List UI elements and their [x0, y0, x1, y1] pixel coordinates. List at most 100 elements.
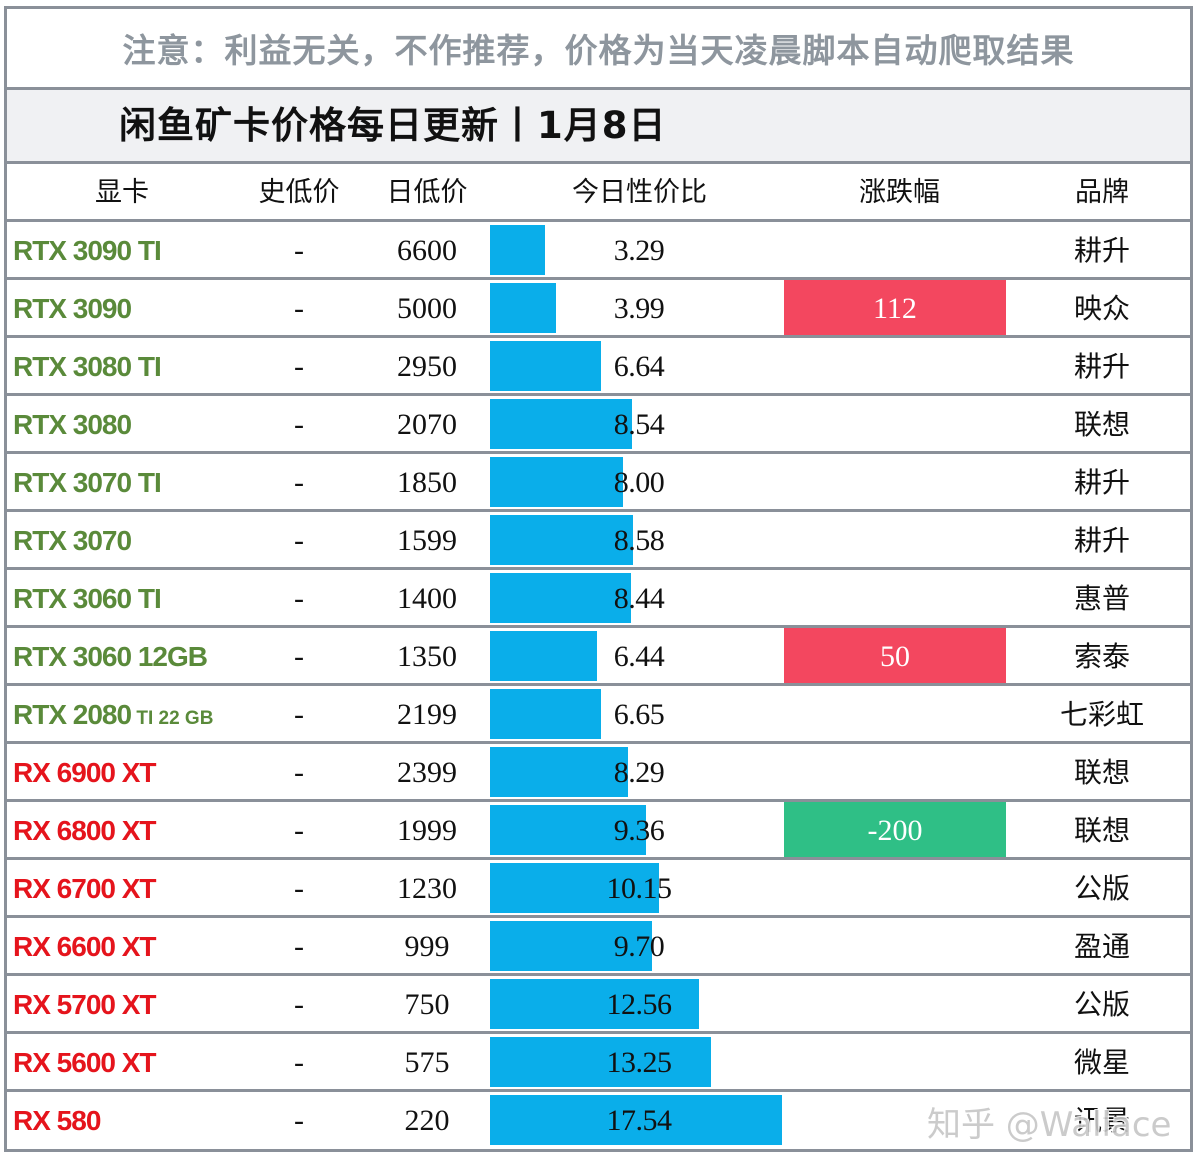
historic-low-price: -: [294, 698, 304, 731]
gpu-name: RX 5600 XT: [13, 1034, 235, 1089]
price-change-badge: 50: [784, 628, 1006, 683]
gpu-name: RTX 3070 TI: [13, 454, 235, 509]
value-ratio-bar: [490, 225, 545, 275]
disclaimer-notice: 注意：利益无关，不作推荐，价格为当天凌晨脚本自动爬取结果: [122, 31, 1075, 70]
value-ratio-bar: [490, 1095, 782, 1145]
table-row: RTX 3070 TI - 1850 8.00 耕升: [7, 454, 1190, 512]
brand: 微星: [1073, 1046, 1130, 1079]
value-ratio-bar: [490, 805, 646, 855]
gpu-name-main: RX 580: [13, 1105, 101, 1136]
value-ratio: 8.58: [613, 524, 665, 557]
value-ratio-bar: [490, 921, 652, 971]
table-row: RTX 3080 - 2070 8.54 联想: [7, 396, 1190, 454]
historic-low-price: -: [294, 640, 304, 673]
daily-low-price: 1999: [397, 814, 457, 847]
column-header-change: 涨跌幅: [859, 177, 940, 208]
price-table: 注意：利益无关，不作推荐，价格为当天凌晨脚本自动爬取结果 闲鱼矿卡价格每日更新丨…: [4, 6, 1193, 1152]
gpu-name-main: RX 5600 XT: [13, 1047, 157, 1078]
column-header-name: 显卡: [95, 177, 149, 208]
gpu-name: RX 6700 XT: [13, 860, 235, 915]
brand: 讯景: [1073, 1104, 1130, 1137]
historic-low-price: -: [294, 756, 304, 789]
value-ratio: 10.15: [606, 872, 673, 905]
value-ratio-bar: [490, 689, 601, 739]
gpu-name-main: RX 6800 XT: [13, 815, 157, 846]
value-ratio: 6.64: [613, 350, 665, 383]
price-change-badge: 112: [784, 280, 1006, 335]
value-ratio: 8.44: [613, 582, 665, 615]
page-title: 闲鱼矿卡价格每日更新丨1月8日: [119, 104, 667, 147]
value-ratio: 8.54: [613, 408, 665, 441]
daily-low-price: 1230: [397, 872, 457, 905]
value-ratio-bar: [490, 747, 628, 797]
value-ratio: 6.65: [613, 698, 665, 731]
daily-low-price: 2950: [397, 350, 457, 383]
historic-low-price: -: [294, 408, 304, 441]
column-header-daily-low: 日低价: [386, 177, 468, 208]
value-ratio: 17.54: [606, 1104, 673, 1137]
table-row: RTX 3080 TI - 2950 6.64 耕升: [7, 338, 1190, 396]
table-row: RX 580 - 220 17.54 讯景: [7, 1092, 1190, 1150]
brand: 公版: [1073, 872, 1130, 905]
brand: 映众: [1073, 292, 1130, 325]
value-ratio-bar: [490, 283, 556, 333]
table-body: RTX 3090 TI - 6600 3.29 耕升 RTX 3090 - 50…: [7, 222, 1190, 1150]
historic-low-price: -: [294, 988, 304, 1021]
gpu-name-main: RTX 3090: [13, 293, 132, 324]
value-ratio-bar: [490, 399, 632, 449]
gpu-name-main: RTX 3070: [13, 525, 132, 556]
gpu-name: RX 6900 XT: [13, 744, 235, 799]
value-ratio: 6.44: [613, 640, 665, 673]
value-ratio: 8.29: [613, 756, 665, 789]
value-ratio-bar: [490, 1037, 711, 1087]
gpu-name-main: RX 6600 XT: [13, 931, 157, 962]
gpu-name-main: RTX 3060 12GB: [13, 641, 208, 672]
table-row: RTX 3070 - 1599 8.58 耕升: [7, 512, 1190, 570]
daily-low-price: 2399: [397, 756, 457, 789]
daily-low-price: 1599: [397, 524, 457, 557]
table-header: 显卡 史低价 日低价 今日性价比 涨跌幅 品牌: [7, 164, 1190, 222]
value-ratio: 8.00: [613, 466, 665, 499]
value-ratio-bar: [490, 979, 699, 1029]
table-row: RTX 3090 TI - 6600 3.29 耕升: [7, 222, 1190, 280]
daily-low-price: 1850: [397, 466, 457, 499]
gpu-name: RTX 3090 TI: [13, 222, 235, 277]
brand: 联想: [1073, 814, 1130, 847]
table-row: RX 5700 XT - 750 12.56 公版: [7, 976, 1190, 1034]
table-row: RX 5600 XT - 575 13.25 微星: [7, 1034, 1190, 1092]
gpu-name-main: RTX 3090 TI: [13, 235, 162, 266]
historic-low-price: -: [294, 234, 304, 267]
table-row: RTX 2080 TI 22 GB - 2199 6.65 七彩虹: [7, 686, 1190, 744]
title-band: 闲鱼矿卡价格每日更新丨1月8日: [7, 87, 1190, 164]
daily-low-price: 999: [404, 930, 450, 963]
brand: 盈通: [1073, 930, 1130, 963]
table-row: RTX 3090 - 5000 3.99 112 映众: [7, 280, 1190, 338]
daily-low-price: 2199: [397, 698, 457, 731]
price-change-badge: -200: [784, 802, 1006, 857]
gpu-name-main: RTX 3060 TI: [13, 583, 162, 614]
historic-low-price: -: [294, 1046, 304, 1079]
value-ratio-bar: [490, 341, 601, 391]
gpu-name: RTX 3080: [13, 396, 235, 451]
daily-low-price: 220: [404, 1104, 450, 1137]
gpu-name-main: RTX 2080: [13, 699, 132, 730]
value-ratio: 9.70: [613, 930, 665, 963]
brand: 七彩虹: [1059, 698, 1144, 731]
historic-low-price: -: [294, 872, 304, 905]
brand: 联想: [1073, 408, 1130, 441]
gpu-name: RX 5700 XT: [13, 976, 235, 1031]
historic-low-price: -: [294, 292, 304, 325]
gpu-name: RX 6800 XT: [13, 802, 235, 857]
brand: 公版: [1073, 988, 1130, 1021]
daily-low-price: 750: [404, 988, 450, 1021]
gpu-name-main: RX 5700 XT: [13, 989, 157, 1020]
table-row: RX 6600 XT - 999 9.70 盈通: [7, 918, 1190, 976]
historic-low-price: -: [294, 582, 304, 615]
daily-low-price: 5000: [397, 292, 457, 325]
value-ratio: 3.29: [613, 234, 665, 267]
brand: 耕升: [1073, 350, 1130, 383]
column-header-brand: 品牌: [1075, 177, 1129, 208]
brand: 耕升: [1073, 234, 1130, 267]
value-ratio-bar: [490, 573, 631, 623]
daily-low-price: 575: [404, 1046, 450, 1079]
